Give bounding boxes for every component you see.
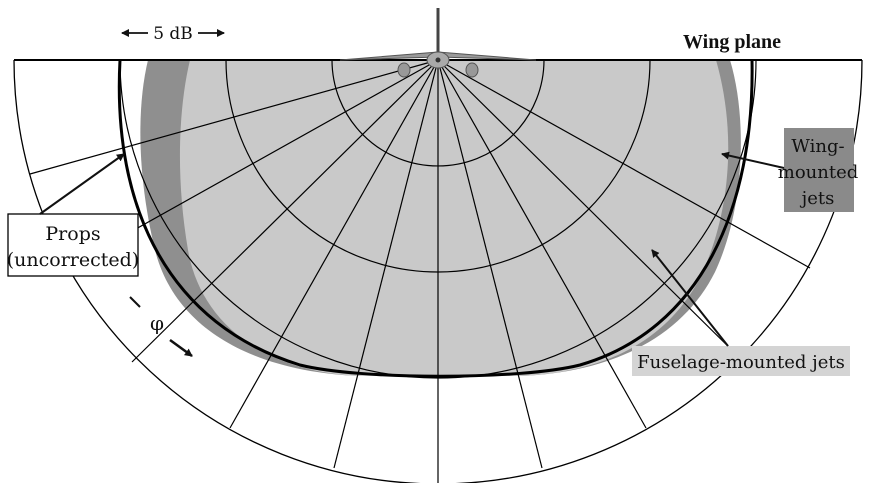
airplane-icon xyxy=(339,8,537,78)
wing-jets-line1: Wing- xyxy=(791,136,844,157)
wing-jets-label-box xyxy=(784,128,854,212)
props-curve xyxy=(117,59,754,378)
props-label-line2: (uncorrected) xyxy=(7,249,139,271)
phi-symbol: φ xyxy=(150,311,164,335)
fuselage-jets-label: Fuselage-mounted jets xyxy=(637,352,845,373)
props-label-line1: Props xyxy=(45,223,100,245)
wing-jets-line3: jets xyxy=(800,188,835,209)
phi-tick xyxy=(129,296,141,308)
fuselage-jets-label-box xyxy=(632,346,850,376)
wing-jets-line2: mounted xyxy=(778,162,859,183)
wing-jets-arrow xyxy=(721,151,785,169)
props-arrow xyxy=(39,153,125,215)
fuselage-jets-arrow xyxy=(651,249,729,347)
fuselage-jets-region xyxy=(179,60,729,376)
phi-arrow xyxy=(169,338,193,358)
dimension-label: 5 dB xyxy=(153,24,193,44)
radial-lines xyxy=(29,59,811,483)
props-label-box xyxy=(7,213,139,277)
wing-plane-label: Wing plane xyxy=(683,31,781,53)
